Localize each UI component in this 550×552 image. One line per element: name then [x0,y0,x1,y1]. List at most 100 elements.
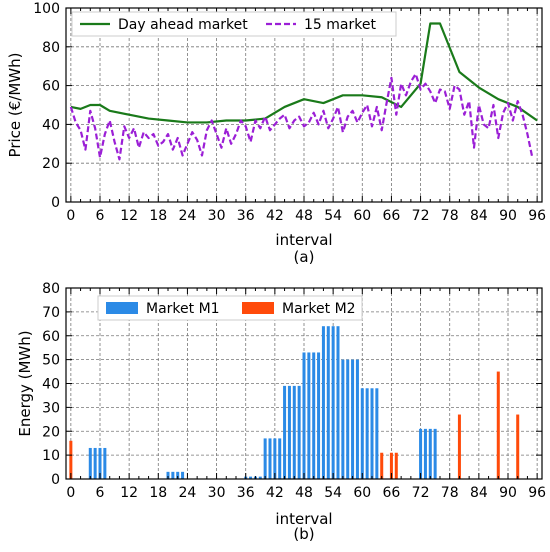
bar-market-m1 [355,359,359,479]
price-chart-x-tick-label: 42 [266,208,284,224]
bar-market-m1 [423,428,427,479]
bar-market-m1 [263,438,267,479]
price-chart-y-tick-label: 100 [33,1,60,17]
price-chart-x-tick-label: 48 [295,208,313,224]
bar-market-m1 [93,447,97,479]
bar-market-m1 [268,438,272,479]
energy-chart-x-axis-label: interval [275,510,332,528]
bar-market-m1 [317,352,321,479]
energy-chart-x-tick-label: 78 [441,485,459,501]
price-chart-x-tick-label: 84 [470,208,488,224]
price-chart-legend-box [71,11,397,37]
energy-chart-x-tick-label: 0 [66,485,75,501]
bar-market-m1 [307,352,311,479]
energy-chart-panel: 0 6 12 18 24 30 36 42 48 54 60 66 72 78 84 90 96 0 10 20 30 4… [16,281,546,543]
bar-market-m1 [360,388,364,479]
price-chart-x-tick-label: 66 [383,208,401,224]
bar-market-m1 [419,428,423,479]
bar-market-m1 [375,388,379,479]
energy-chart-y-tick-label: 80 [42,281,60,297]
energy-chart-y-tick-label: 60 [42,329,60,345]
energy-chart-x-tick-label: 60 [353,485,371,501]
bar-market-m1 [287,385,291,479]
price-chart-series [69,22,538,161]
legend-swatch-m1 [106,302,138,314]
price-chart-ticks: 0 6 12 18 24 30 36 42 48 54 60 66 72 78 84 90 96 0 20 40 60 8… [33,1,546,224]
energy-chart-x-tick-label: 72 [412,485,430,501]
price-chart-x-tick-label: 0 [66,208,75,224]
bar-market-m1 [292,385,296,479]
bar-market-m1 [346,359,350,479]
energy-chart-x-tick-label: 48 [295,485,313,501]
price-chart-y-tick-label: 60 [42,79,60,95]
price-chart-x-tick-label: 90 [499,208,517,224]
bar-market-m1 [336,326,340,479]
price-chart-x-tick-label: 36 [237,208,255,224]
bar-market-m1 [326,326,330,479]
price-chart-y-tick-label: 20 [42,156,60,172]
energy-chart-x-tick-label: 96 [528,485,546,501]
legend-label-15-market: 15 market [304,17,376,33]
energy-chart-x-tick-label: 24 [179,485,197,501]
price-chart-panel: 0 6 12 18 24 30 36 42 48 54 60 66 72 78 84 90 96 0 20 40 60 8… [6,1,546,266]
price-chart-x-tick-label: 18 [149,208,167,224]
bar-market-m2 [69,440,73,479]
energy-chart-x-tick-label: 12 [120,485,138,501]
energy-chart-legend: Market M1 Market M2 [97,295,363,321]
bar-market-m1 [428,428,432,479]
energy-chart-x-tick-label: 36 [237,485,255,501]
bar-market-m2 [457,414,461,479]
energy-chart-x-tick-label: 18 [149,485,167,501]
energy-chart-y-tick-label: 50 [42,353,60,369]
energy-chart-y-tick-label: 70 [42,305,60,321]
bar-market-m1 [351,359,355,479]
price-chart-x-tick-label: 72 [412,208,430,224]
bar-market-m1 [258,476,262,479]
bar-market-m1 [176,471,180,479]
energy-chart-caption: (b) [293,525,314,543]
energy-chart-x-tick-label: 54 [324,485,342,501]
bar-market-m2 [380,452,384,479]
bar-market-m1 [433,428,437,479]
energy-chart-x-tick-label: 84 [470,485,488,501]
price-chart-y-axis-label: Price (€/MWh) [6,53,24,158]
energy-chart-y-axis-label: Energy (MWh) [16,330,34,436]
bar-market-m2 [496,371,500,479]
legend-label-m2: Market M2 [282,301,356,317]
bar-market-m1 [341,359,345,479]
price-chart-x-tick-label: 60 [353,208,371,224]
energy-chart-x-tick-label: 90 [499,485,517,501]
price-chart-x-tick-label: 78 [441,208,459,224]
bar-market-m1 [370,388,374,479]
price-chart-x-tick-label: 24 [179,208,197,224]
series-line-day-ahead [70,22,538,124]
bar-market-m1 [302,352,306,479]
energy-chart-x-tick-label: 30 [208,485,226,501]
bar-market-m2 [516,414,520,479]
price-chart-y-tick-label: 80 [42,40,60,56]
bar-market-m1 [88,447,92,479]
price-chart-caption: (a) [294,248,315,266]
bar-market-m2 [389,452,393,479]
energy-chart-x-tick-label: 66 [383,485,401,501]
bar-market-m1 [166,471,170,479]
bar-market-m1 [171,471,175,479]
legend-label-day-ahead: Day ahead market [118,17,248,33]
price-chart-x-tick-label: 12 [120,208,138,224]
energy-chart-ticks: 0 6 12 18 24 30 36 42 48 54 60 66 72 78 84 90 96 0 10 20 30 4… [42,281,546,501]
energy-chart-legend-box [97,295,363,321]
price-chart-y-tick-label: 0 [51,195,60,211]
bar-market-m1 [283,385,287,479]
bar-market-m1 [103,447,107,479]
price-chart-x-axis-label: interval [275,231,332,249]
energy-chart-y-tick-label: 30 [42,400,60,416]
price-chart-legend: Day ahead market 15 market [71,11,397,37]
price-chart-x-tick-label: 30 [208,208,226,224]
bar-market-m1 [297,385,301,479]
price-chart-y-tick-label: 40 [42,117,60,133]
series-line-15-market [69,72,534,161]
energy-chart-y-tick-label: 40 [42,377,60,393]
bar-market-m1 [312,352,316,479]
energy-chart-y-tick-label: 10 [42,448,60,464]
